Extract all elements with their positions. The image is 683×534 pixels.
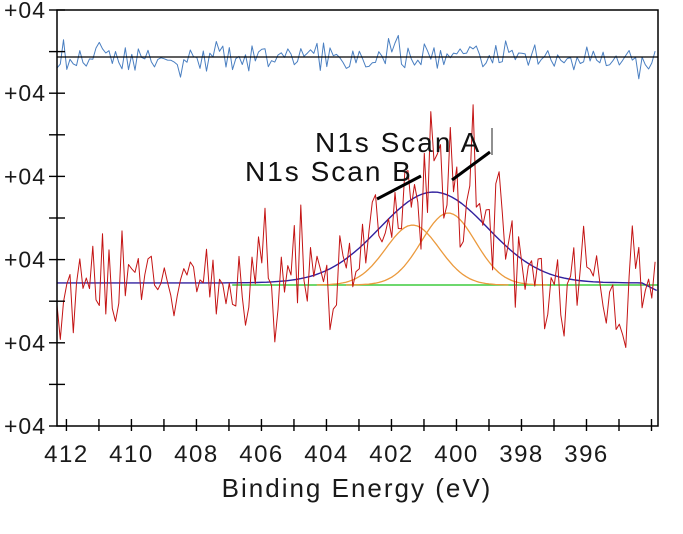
annotation-scan-a[interactable]: N1s Scan A <box>315 127 491 182</box>
x-tick-label: 402 <box>369 441 414 468</box>
y-tick-label-clipped: +04 <box>4 330 46 356</box>
x-axis-title: Binding Energy (eV) <box>222 473 493 503</box>
x-tick-label: 406 <box>239 441 284 468</box>
x-tick-label: 410 <box>109 441 154 468</box>
series-component-scan-b <box>316 224 509 286</box>
x-tick-label: 398 <box>499 441 544 468</box>
scan-b-label[interactable]: N1s Scan B <box>245 156 413 187</box>
x-tick-label: 412 <box>44 441 89 468</box>
y-tick-label-clipped: +04 <box>4 413 46 439</box>
scan-a-label[interactable]: N1s Scan A <box>315 127 481 158</box>
series-residual-trace <box>56 34 656 80</box>
data-curves <box>56 34 658 348</box>
scan-a-leader-line[interactable] <box>451 150 491 182</box>
series-fit-envelope <box>57 191 658 292</box>
y-axis-tick-labels: +04 +04 +04 +04 +04 +04 <box>4 0 46 439</box>
x-tick-label: 404 <box>304 441 349 468</box>
series-raw-data <box>56 104 656 348</box>
x-tick-label: 408 <box>174 441 219 468</box>
annotation-scan-b[interactable]: N1s Scan B <box>245 156 422 201</box>
y-tick-label-clipped: +04 <box>4 163 46 189</box>
axis-ticks <box>49 9 653 431</box>
x-tick-label: 396 <box>564 441 609 468</box>
y-tick-label-clipped: +04 <box>4 0 46 23</box>
x-axis-tick-labels: 412 410 408 406 404 402 400 398 396 <box>44 441 609 468</box>
x-tick-label: 400 <box>434 441 479 468</box>
y-tick-label-clipped: +04 <box>4 80 46 106</box>
y-tick-label-clipped: +04 <box>4 247 46 273</box>
plot-border <box>56 9 659 427</box>
scan-b-leader-line[interactable] <box>376 174 422 201</box>
